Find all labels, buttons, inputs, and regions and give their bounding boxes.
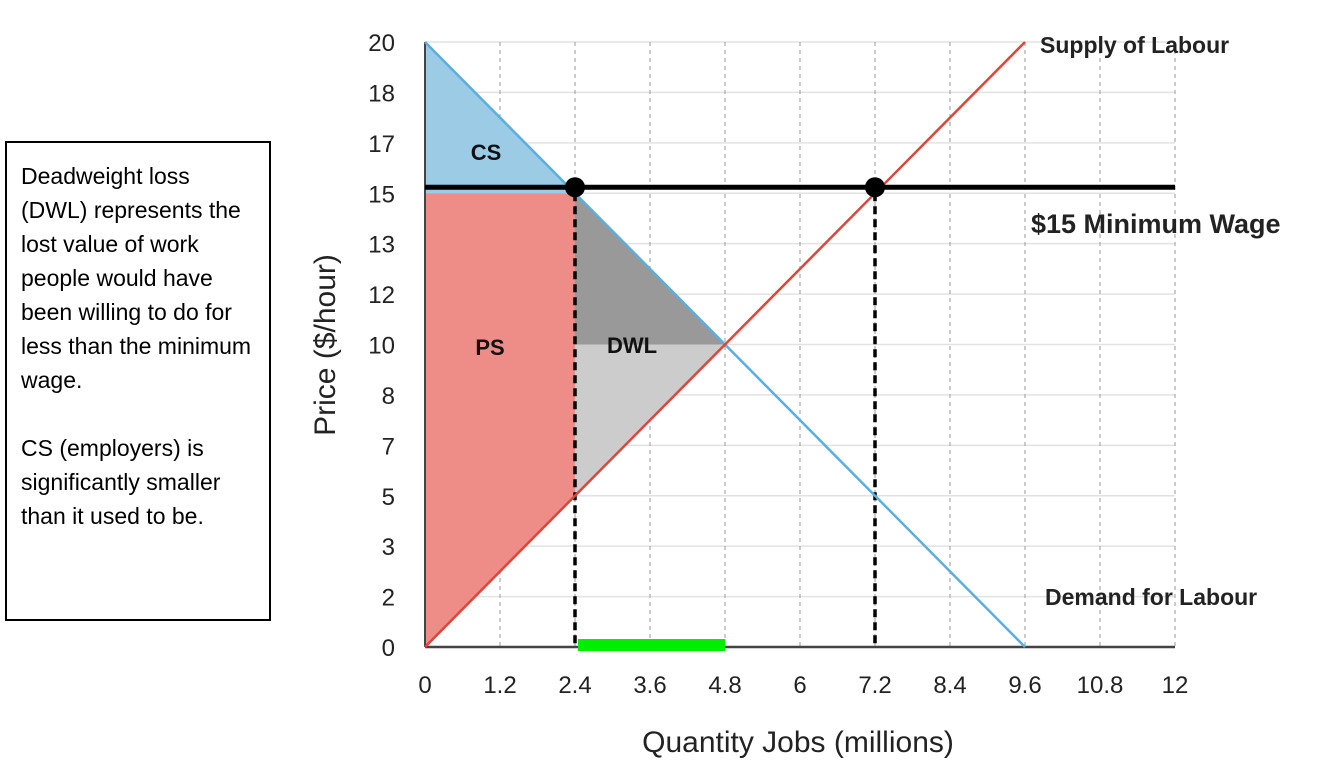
equilibrium-point <box>565 177 585 198</box>
x-tick-label: 3.6 <box>633 672 666 699</box>
x-tick-label: 4.8 <box>708 672 741 699</box>
explanation-textbox: Deadweight loss (DWL) represents the los… <box>5 141 271 621</box>
y-tick-label: 8 <box>382 383 395 410</box>
x-tick-label: 10.8 <box>1077 672 1124 699</box>
equilibrium-point <box>865 177 885 198</box>
y-tick-label: 20 <box>368 30 395 57</box>
y-tick-label: 7 <box>382 433 395 460</box>
min-wage-label: $15 Minimum Wage <box>1031 209 1281 239</box>
area-label-dwl: DWL <box>607 333 657 358</box>
x-tick-label: 12 <box>1162 672 1189 699</box>
x-tick-label: 9.6 <box>1008 672 1041 699</box>
y-tick-label: 17 <box>368 131 395 158</box>
supply-line <box>424 41 1026 648</box>
x-tick-label: 8.4 <box>933 672 966 699</box>
y-tick-label: 15 <box>368 181 395 208</box>
x-tick-label: 1.2 <box>483 672 516 699</box>
y-tick-label: 2 <box>382 585 395 612</box>
y-tick-label: 0 <box>382 635 395 662</box>
demand-label: Demand for Labour <box>1045 584 1257 610</box>
x-tick-label: 0 <box>418 672 431 699</box>
y-tick-label: 3 <box>382 534 395 561</box>
y-tick-label: 5 <box>382 484 395 511</box>
supply-label: Supply of Labour <box>1040 32 1229 58</box>
y-tick-label: 18 <box>368 80 395 107</box>
x-tick-label: 6 <box>793 672 806 699</box>
y-tick-label: 12 <box>368 282 395 309</box>
area-label-ps: PS <box>475 335 504 360</box>
area-label-cs: CS <box>471 140 502 165</box>
y-tick-label: 13 <box>368 232 395 259</box>
unemployment-bar <box>578 639 725 651</box>
x-axis-label: Quantity Jobs (millions) <box>642 726 954 759</box>
x-tick-label: 2.4 <box>558 672 591 699</box>
y-axis-label: Price ($/hour) <box>309 254 342 436</box>
y-tick-label: 10 <box>368 333 395 360</box>
x-tick-label: 7.2 <box>858 672 891 699</box>
